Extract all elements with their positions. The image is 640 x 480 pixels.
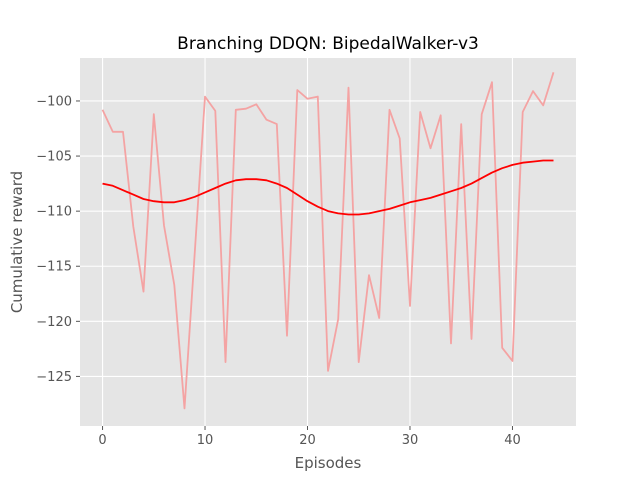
chart-title: Branching DDQN: BipedalWalker-v3 — [177, 34, 479, 54]
x-tick-label: 30 — [402, 433, 419, 448]
axis-ticks: 0 10 20 30 40 −125 −120 −115 −110 −105 −100 — [36, 94, 520, 448]
y-tick-label: −120 — [36, 315, 72, 330]
grid-lines — [80, 58, 576, 426]
x-tick-label: 0 — [98, 433, 106, 448]
y-tick-label: −105 — [36, 150, 72, 165]
y-tick-label: −125 — [36, 370, 72, 385]
series-layer — [101, 72, 555, 410]
y-tick-label: −110 — [36, 205, 72, 220]
x-tick-label: 10 — [197, 433, 214, 448]
y-axis-label: Cumulative reward — [8, 171, 26, 313]
raw-reward-line — [101, 72, 555, 410]
x-tick-label: 20 — [299, 433, 316, 448]
smoothed-reward-line — [102, 159, 554, 216]
x-tick-label: 40 — [504, 433, 521, 448]
x-axis-label: Episodes — [295, 454, 362, 472]
y-tick-label: −115 — [36, 260, 72, 275]
y-tick-label: −100 — [36, 94, 72, 109]
